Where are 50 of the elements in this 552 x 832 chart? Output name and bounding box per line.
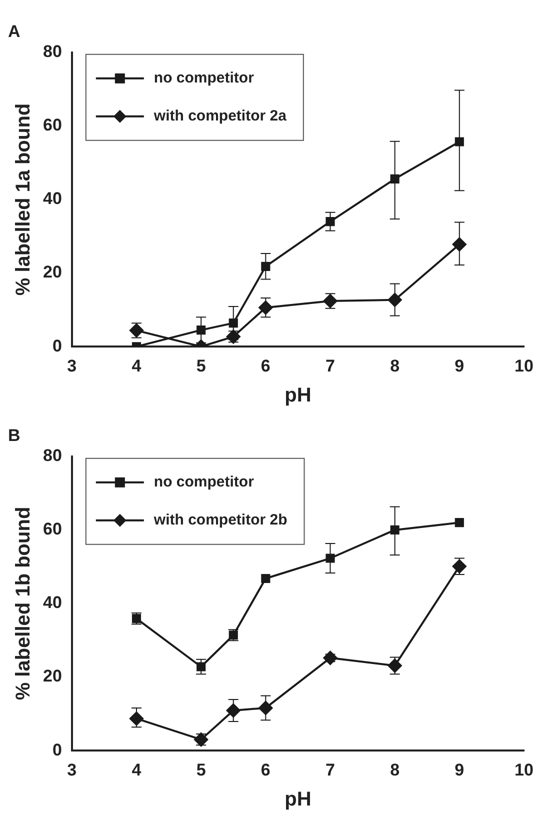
x-axis-title: pH (284, 384, 312, 407)
point (390, 174, 400, 184)
x-tick-label: 6 (260, 356, 270, 376)
y-tick-label: 20 (42, 666, 62, 686)
legend-label: with competitor 2b (152, 512, 288, 529)
point (226, 704, 240, 718)
y-tick-label: 0 (52, 336, 62, 356)
legend-label: with competitor 2a (152, 108, 288, 125)
point (196, 326, 206, 335)
y-tick-label: 20 (42, 262, 62, 282)
x-tick-label: 6 (260, 760, 270, 780)
chart-title: A (8, 22, 20, 41)
x-axis-title: pH (284, 788, 312, 811)
x-tick-label: 4 (132, 356, 142, 376)
chart-title: B (8, 426, 20, 445)
y-axis-title: % labelled 1a bound (12, 103, 35, 296)
y-tick-label: 80 (42, 446, 62, 466)
legend-label: no competitor (154, 474, 254, 491)
point (261, 262, 270, 271)
point (323, 650, 338, 665)
x-tick-label: 5 (196, 356, 206, 376)
x-tick-label: 10 (514, 760, 534, 780)
y-tick-label: 40 (42, 189, 62, 208)
x-tick-label: 8 (390, 356, 400, 376)
x-tick-label: 7 (326, 356, 335, 376)
x-tick-label: 8 (390, 760, 400, 780)
point (390, 525, 400, 534)
x-tick-label: 3 (67, 356, 77, 376)
legend-label: no competitor (154, 70, 254, 87)
x-tick-label: 7 (326, 760, 335, 780)
y-tick-label: 80 (42, 42, 62, 62)
x-tick-label: 9 (454, 356, 464, 376)
x-tick-label: 4 (132, 760, 142, 780)
point (326, 217, 335, 226)
y-tick-label: 40 (42, 593, 62, 612)
x-tick-label: 10 (514, 356, 534, 376)
point (326, 554, 335, 563)
x-tick-label: 9 (454, 760, 464, 780)
y-tick-label: 60 (42, 116, 62, 135)
point (129, 712, 144, 726)
y-axis-title: % labelled 1b bound (12, 506, 35, 700)
y-tick-label: 0 (52, 740, 62, 760)
x-tick-label: 3 (67, 760, 77, 780)
point (228, 318, 238, 328)
point (454, 518, 464, 528)
point (454, 137, 464, 146)
x-tick-label: 5 (196, 760, 206, 780)
point (258, 700, 273, 715)
point (261, 574, 270, 584)
y-tick-label: 60 (42, 520, 62, 539)
